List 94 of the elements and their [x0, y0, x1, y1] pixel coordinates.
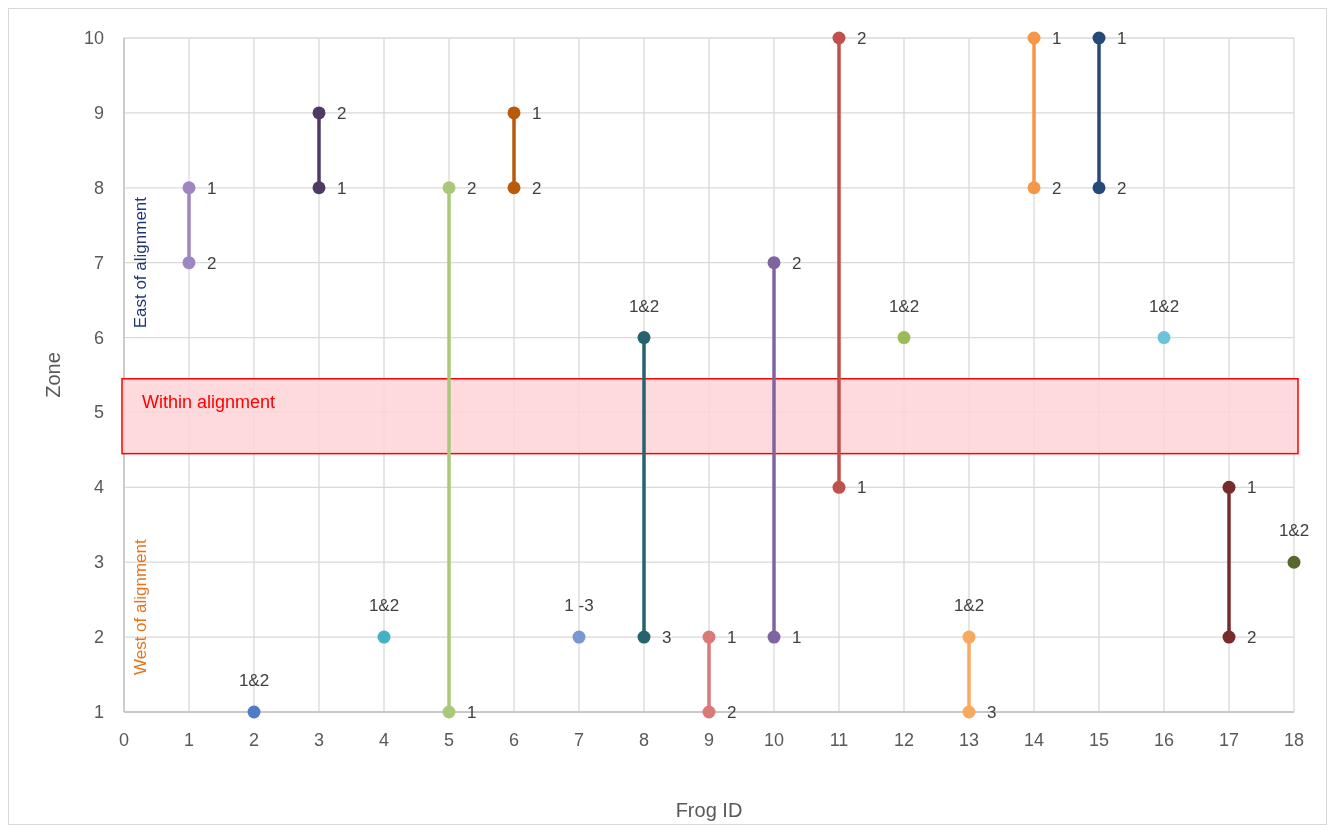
- x-tick-label: 8: [638, 730, 650, 750]
- annotation: 2: [467, 178, 477, 198]
- x-tick-label: 13: [958, 730, 980, 750]
- annotation: 1&2: [628, 296, 660, 316]
- y-tick-label: 3: [93, 552, 104, 573]
- x-tick-label: 3: [313, 730, 325, 750]
- annotation: 2: [1247, 628, 1257, 648]
- annotation: 1: [467, 703, 477, 722]
- y-tick-label: 5: [93, 402, 104, 423]
- point: [572, 630, 586, 644]
- x-tick-label: 5: [443, 730, 455, 750]
- annotation: East of alignment: [131, 196, 150, 329]
- annotation: 1&2: [238, 671, 270, 690]
- y-tick-label: 2: [93, 627, 104, 648]
- annotation: 1&2: [1148, 296, 1180, 316]
- x-tick-label: 14: [1023, 730, 1045, 750]
- annotation: 2: [532, 178, 542, 198]
- annotation: 2: [1117, 178, 1127, 198]
- x-tick-label: 2: [248, 730, 260, 750]
- x-tick-label: 17: [1218, 730, 1240, 750]
- point: [247, 705, 261, 719]
- annotation: 1 -3: [564, 596, 594, 616]
- x-axis-title: Frog ID: [675, 799, 743, 821]
- band-label: Within alignment: [142, 391, 276, 412]
- point: [312, 181, 326, 195]
- annotation: 1: [1117, 29, 1127, 48]
- x-tick-label: 10: [763, 730, 785, 750]
- annotation: 1&2: [1278, 521, 1310, 541]
- annotation: 1: [532, 103, 542, 123]
- annotation: 1: [727, 628, 737, 648]
- point: [377, 630, 391, 644]
- annotation: 2: [1052, 178, 1062, 198]
- annotation: 1&2: [368, 596, 400, 616]
- annotation: 1&2: [953, 596, 985, 616]
- point: [1092, 31, 1106, 45]
- point: [832, 480, 846, 494]
- annotation: 2: [857, 29, 867, 48]
- point: [1222, 480, 1236, 494]
- annotation: 1: [337, 178, 347, 198]
- y-tick-label: 6: [93, 327, 104, 348]
- annotation: 3: [662, 628, 672, 648]
- x-tick-label: 12: [893, 730, 915, 750]
- point: [442, 181, 456, 195]
- x-tick-label: 6: [508, 730, 520, 750]
- y-axis-title: Zone: [42, 352, 64, 398]
- annotation: 2: [727, 703, 737, 722]
- annotation: 1: [792, 628, 802, 648]
- point: [1027, 181, 1041, 195]
- point: [767, 630, 781, 644]
- y-tick-label: 7: [93, 252, 104, 273]
- point: [637, 630, 651, 644]
- annotation: West of alignment: [131, 539, 150, 676]
- point: [702, 630, 716, 644]
- x-tick-label: 18: [1283, 730, 1305, 750]
- x-tick-label: 16: [1153, 730, 1175, 750]
- x-tick-label: 7: [573, 730, 585, 750]
- point: [507, 181, 521, 195]
- point: [1027, 31, 1041, 45]
- point: [897, 331, 911, 345]
- point: [312, 106, 326, 120]
- point: [1092, 181, 1106, 195]
- point: [1222, 630, 1236, 644]
- y-tick-label: 10: [83, 28, 104, 48]
- x-tick-label: 0: [118, 730, 130, 750]
- x-tick-label: 4: [378, 730, 390, 750]
- point: [182, 256, 196, 270]
- x-tick-label: 15: [1088, 730, 1110, 750]
- point: [1287, 555, 1301, 569]
- point: [962, 705, 976, 719]
- point: [182, 181, 196, 195]
- annotation: 1: [1052, 29, 1062, 48]
- point: [832, 31, 846, 45]
- point: [507, 106, 521, 120]
- annotation: 2: [207, 253, 217, 273]
- y-tick-label: 4: [93, 477, 104, 498]
- x-tick-label: 9: [703, 730, 715, 750]
- annotation: 2: [792, 253, 802, 273]
- annotation: 1: [857, 478, 867, 498]
- point: [962, 630, 976, 644]
- x-tick-label: 1: [183, 730, 195, 750]
- annotation: 1&2: [888, 296, 920, 316]
- point: [442, 705, 456, 719]
- y-tick-label: 8: [93, 177, 104, 198]
- annotation: 1: [1247, 478, 1257, 498]
- annotation: 3: [987, 703, 997, 722]
- annotation: 1: [207, 178, 217, 198]
- x-tick-label: 11: [829, 730, 849, 750]
- point: [702, 705, 716, 719]
- y-tick-label: 1: [93, 702, 104, 722]
- y-tick-label: 9: [93, 102, 104, 123]
- point: [637, 331, 651, 345]
- point: [1157, 331, 1171, 345]
- annotation: 2: [337, 103, 347, 123]
- point: [767, 256, 781, 270]
